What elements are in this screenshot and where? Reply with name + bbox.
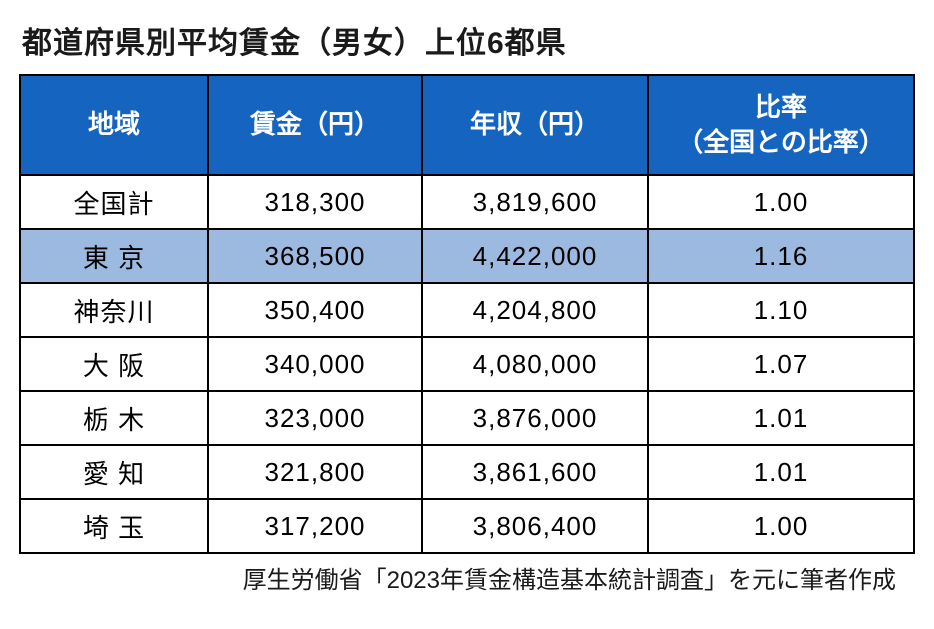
- cell-wage: 317,200: [208, 499, 422, 553]
- cell-annual: 3,806,400: [422, 499, 648, 553]
- cell-annual: 3,861,600: [422, 445, 648, 499]
- col-header-region: 地域: [20, 75, 208, 175]
- table-row: 栃 木323,0003,876,0001.01: [20, 391, 914, 445]
- cell-ratio: 1.16: [648, 229, 914, 283]
- cell-annual: 4,422,000: [422, 229, 648, 283]
- cell-ratio: 1.00: [648, 499, 914, 553]
- cell-region: 東 京: [20, 229, 208, 283]
- page-title: 都道府県別平均賃金（男女）上位6都県: [22, 18, 916, 62]
- ratio-header-line1: 比率: [755, 92, 807, 122]
- cell-region: 全国計: [20, 175, 208, 229]
- cell-region: 愛 知: [20, 445, 208, 499]
- cell-ratio: 1.01: [648, 445, 914, 499]
- cell-ratio: 1.01: [648, 391, 914, 445]
- cell-ratio: 1.10: [648, 283, 914, 337]
- table-row: 埼 玉317,2003,806,4001.00: [20, 499, 914, 553]
- col-header-wage: 賃金（円）: [208, 75, 422, 175]
- cell-ratio: 1.00: [648, 175, 914, 229]
- cell-wage: 350,400: [208, 283, 422, 337]
- cell-ratio: 1.07: [648, 337, 914, 391]
- cell-annual: 3,876,000: [422, 391, 648, 445]
- source-note: 厚生労働省「2023年賃金構造基本統計調査」を元に筆者作成: [18, 560, 896, 595]
- table-row: 大 阪340,0004,080,0001.07: [20, 337, 914, 391]
- cell-wage: 321,800: [208, 445, 422, 499]
- cell-region: 神奈川: [20, 283, 208, 337]
- cell-annual: 3,819,600: [422, 175, 648, 229]
- cell-annual: 4,080,000: [422, 337, 648, 391]
- ratio-header-line2: （全国との比率）: [677, 127, 885, 157]
- cell-annual: 4,204,800: [422, 283, 648, 337]
- table-row: 愛 知321,8003,861,6001.01: [20, 445, 914, 499]
- table-row: 全国計318,3003,819,6001.00: [20, 175, 914, 229]
- cell-wage: 368,500: [208, 229, 422, 283]
- table-row: 神奈川350,4004,204,8001.10: [20, 283, 914, 337]
- col-header-ratio: 比率 （全国との比率）: [648, 75, 914, 175]
- table-header-row: 地域 賃金（円） 年収（円） 比率 （全国との比率）: [20, 75, 914, 175]
- wage-table: 地域 賃金（円） 年収（円） 比率 （全国との比率） 全国計318,3003,8…: [19, 74, 915, 554]
- cell-wage: 323,000: [208, 391, 422, 445]
- cell-region: 大 阪: [20, 337, 208, 391]
- cell-region: 栃 木: [20, 391, 208, 445]
- cell-region: 埼 玉: [20, 499, 208, 553]
- cell-wage: 318,300: [208, 175, 422, 229]
- cell-wage: 340,000: [208, 337, 422, 391]
- table-row: 東 京368,5004,422,0001.16: [20, 229, 914, 283]
- col-header-annual: 年収（円）: [422, 75, 648, 175]
